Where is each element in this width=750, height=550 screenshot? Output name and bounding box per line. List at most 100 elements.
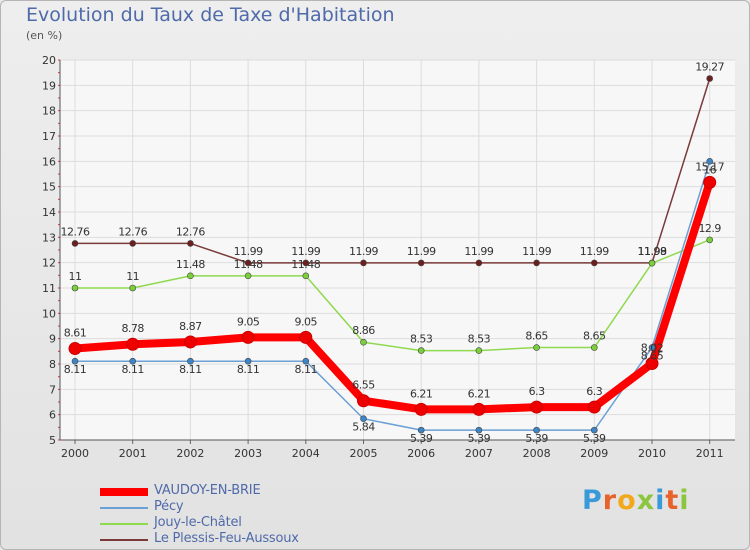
legend-label: Le Plessis-Feu-Aussoux <box>154 531 299 546</box>
x-tick-label: 2007 <box>465 447 493 460</box>
chart-legend: VAUDOY-EN-BRIE Pécy Jouy-le-Châtel Le Pl… <box>100 483 360 548</box>
y-tick-label: 15 <box>42 181 56 194</box>
data-label: 8.86 <box>352 324 375 337</box>
data-label: 11.99 <box>464 245 493 258</box>
data-label: 8.02 <box>641 341 664 354</box>
data-point <box>706 236 714 244</box>
data-label: 11 <box>69 270 82 283</box>
data-point <box>648 259 656 267</box>
data-point <box>590 259 598 267</box>
data-label: 8.61 <box>64 327 87 340</box>
logo-letter: r <box>602 485 618 516</box>
data-label: 6.21 <box>468 387 491 400</box>
data-label: 11.99 <box>234 245 263 258</box>
series-line-1 <box>74 160 711 431</box>
x-tick-label: 2002 <box>176 447 204 460</box>
data-label: 5.84 <box>352 421 375 434</box>
data-point <box>360 259 367 267</box>
data-point <box>71 240 79 247</box>
y-tick-label: 5 <box>49 434 56 447</box>
chart-unit-label: (en %) <box>26 29 63 42</box>
data-label: 8.11 <box>121 363 144 376</box>
data-point <box>417 426 425 434</box>
data-label: 11.48 <box>176 258 205 271</box>
data-point <box>475 426 483 434</box>
y-tick-label: 7 <box>49 383 56 396</box>
data-point <box>587 400 601 414</box>
data-point <box>71 284 79 292</box>
logo-letter: P <box>582 485 603 516</box>
data-point <box>357 394 370 408</box>
data-point <box>703 175 717 189</box>
data-point <box>360 338 367 346</box>
data-label: 6.21 <box>410 387 433 400</box>
data-point <box>590 344 598 351</box>
data-label: 6.3 <box>529 385 545 398</box>
data-label: 8.65 <box>583 330 606 343</box>
data-point <box>183 335 197 349</box>
data-label: 6.55 <box>352 379 375 392</box>
data-point <box>360 415 367 423</box>
legend-swatch <box>100 488 148 496</box>
series-line-2 <box>74 239 711 352</box>
data-label: 12.76 <box>176 225 205 238</box>
data-label: 11.48 <box>234 258 263 271</box>
logo-letter: x <box>636 485 656 516</box>
data-point <box>241 330 255 344</box>
data-label: 19.27 <box>695 60 724 73</box>
x-tick-label: 2009 <box>580 447 608 460</box>
legend-swatch <box>100 523 148 525</box>
data-point <box>645 356 659 370</box>
data-label: 8.11 <box>295 363 318 376</box>
data-point <box>533 344 540 351</box>
data-label: 8.53 <box>468 333 491 346</box>
data-label: 8.11 <box>179 363 202 376</box>
y-tick-label: 18 <box>42 105 56 118</box>
data-label: 5.39 <box>525 432 548 445</box>
logo-letter: i <box>679 485 690 516</box>
data-point <box>302 357 310 365</box>
data-label: 12.76 <box>118 225 147 238</box>
data-label: 11.98 <box>638 245 667 258</box>
legend-label: Jouy-le-Châtel <box>154 515 242 530</box>
data-point <box>530 400 544 414</box>
y-tick-label: 17 <box>42 130 56 143</box>
data-label: 8.78 <box>121 322 144 335</box>
data-point <box>126 337 140 351</box>
x-tick-label: 2005 <box>350 447 378 460</box>
y-tick-label: 12 <box>42 257 56 270</box>
data-label: 11 <box>126 270 139 283</box>
data-label: 8.11 <box>64 363 87 376</box>
data-point <box>299 330 313 344</box>
legend-item-plessis: Le Plessis-Feu-Aussoux <box>100 531 360 548</box>
data-point <box>590 426 598 434</box>
legend-swatch <box>100 539 148 541</box>
plot-area <box>60 60 735 440</box>
legend-swatch <box>100 507 148 509</box>
y-tick-label: 8 <box>49 358 56 371</box>
y-tick-label: 19 <box>42 79 56 92</box>
data-point <box>302 272 310 280</box>
legend-label: Pécy <box>154 499 184 514</box>
data-label: 11.99 <box>291 245 320 258</box>
proxiti-logo: Proxiti <box>582 485 690 516</box>
y-tick-label: 16 <box>42 155 56 168</box>
data-label: 15.17 <box>695 160 724 173</box>
y-tick-label: 10 <box>42 307 56 320</box>
data-label: 8.53 <box>410 333 433 346</box>
data-point <box>129 240 136 247</box>
y-tick-label: 20 <box>42 54 56 67</box>
data-label: 11.48 <box>291 258 320 271</box>
x-tick-label: 2011 <box>696 447 724 460</box>
logo-letter: i <box>655 485 666 516</box>
data-label: 6.3 <box>586 385 602 398</box>
data-label: 11.99 <box>349 245 378 258</box>
data-label: 5.39 <box>583 432 606 445</box>
data-point <box>472 402 486 416</box>
data-point <box>244 259 252 267</box>
data-point <box>706 158 714 165</box>
logo-letter: t <box>665 485 680 516</box>
x-tick-label: 2010 <box>638 447 666 460</box>
data-label: 8.65 <box>525 330 548 343</box>
